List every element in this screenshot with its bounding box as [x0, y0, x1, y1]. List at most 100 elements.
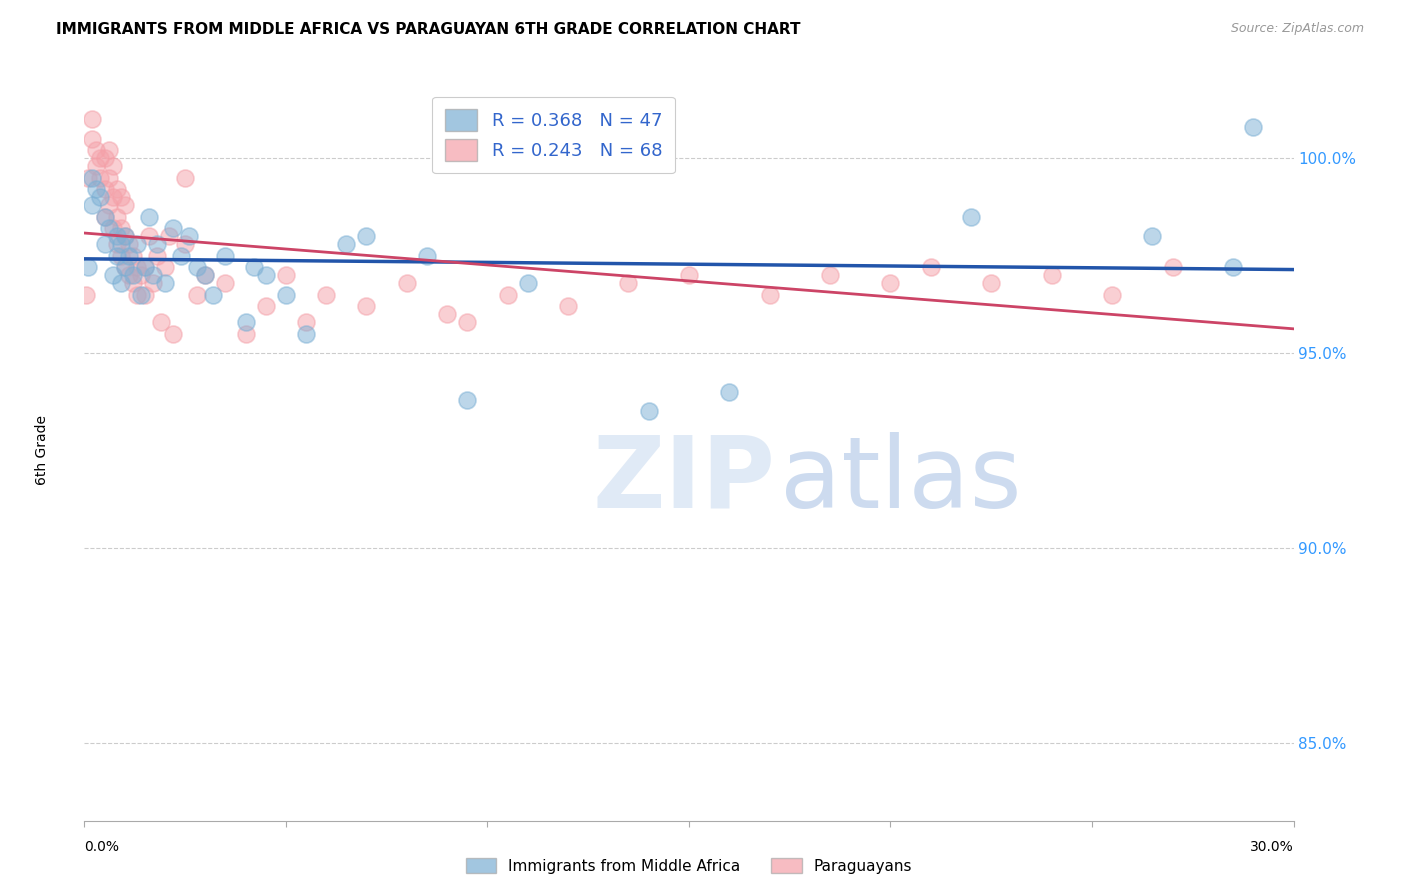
Point	[416, 249, 439, 263]
Point	[77, 260, 100, 275]
Text: atlas: atlas	[780, 432, 1021, 529]
Point	[295, 326, 318, 341]
Point	[75, 287, 97, 301]
Text: 6th Grade: 6th Grade	[35, 416, 49, 485]
Point	[920, 260, 942, 275]
Point	[110, 276, 132, 290]
Text: Source: ZipAtlas.com: Source: ZipAtlas.com	[1230, 22, 1364, 36]
Text: IMMIGRANTS FROM MIDDLE AFRICA VS PARAGUAYAN 6TH GRADE CORRELATION CHART: IMMIGRANTS FROM MIDDLE AFRICA VS PARAGUA…	[56, 22, 801, 37]
Point	[718, 384, 741, 399]
Point	[960, 210, 983, 224]
Point	[174, 170, 197, 185]
Point	[93, 182, 115, 196]
Point	[1040, 268, 1063, 282]
Point	[110, 190, 132, 204]
Point	[125, 260, 148, 275]
Point	[118, 268, 141, 282]
Point	[1161, 260, 1184, 275]
Point	[125, 287, 148, 301]
Point	[162, 221, 184, 235]
Point	[818, 268, 841, 282]
Point	[395, 276, 418, 290]
Point	[118, 249, 141, 263]
Point	[1101, 287, 1123, 301]
Point	[274, 268, 297, 282]
Point	[121, 268, 143, 282]
Text: ZIP: ZIP	[592, 432, 775, 529]
Point	[105, 182, 128, 196]
Point	[235, 326, 257, 341]
Text: 30.0%: 30.0%	[1250, 840, 1294, 855]
Point	[235, 315, 257, 329]
Point	[153, 276, 176, 290]
Point	[456, 315, 478, 329]
Point	[214, 249, 236, 263]
Point	[456, 392, 478, 407]
Point	[101, 221, 124, 235]
Point	[356, 299, 378, 313]
Point	[617, 276, 640, 290]
Point	[356, 229, 378, 244]
Point	[194, 268, 217, 282]
Point	[162, 326, 184, 341]
Point	[295, 315, 318, 329]
Point	[436, 307, 458, 321]
Point	[97, 198, 120, 212]
Point	[97, 170, 120, 185]
Point	[138, 210, 160, 224]
Point	[110, 221, 132, 235]
Legend: Immigrants from Middle Africa, Paraguayans: Immigrants from Middle Africa, Paraguaya…	[460, 852, 918, 880]
Point	[129, 268, 152, 282]
Point	[129, 287, 152, 301]
Point	[557, 299, 579, 313]
Point	[82, 170, 104, 185]
Point	[758, 287, 780, 301]
Point	[146, 236, 169, 251]
Point	[186, 287, 208, 301]
Point	[105, 249, 128, 263]
Point	[214, 276, 236, 290]
Point	[153, 260, 176, 275]
Point	[89, 190, 111, 204]
Point	[134, 260, 156, 275]
Point	[179, 229, 201, 244]
Point	[146, 249, 169, 263]
Point	[315, 287, 337, 301]
Point	[93, 210, 115, 224]
Point	[86, 159, 108, 173]
Point	[254, 299, 277, 313]
Point	[93, 151, 115, 165]
Point	[105, 236, 128, 251]
Point	[86, 182, 108, 196]
Point	[980, 276, 1002, 290]
Point	[89, 151, 111, 165]
Point	[97, 221, 120, 235]
Point	[516, 276, 538, 290]
Point	[97, 144, 120, 158]
Point	[149, 315, 172, 329]
Point	[242, 260, 264, 275]
Point	[105, 229, 128, 244]
Point	[134, 260, 156, 275]
Point	[879, 276, 901, 290]
Point	[174, 236, 197, 251]
Point	[138, 229, 160, 244]
Point	[82, 112, 104, 127]
Point	[110, 236, 132, 251]
Point	[82, 132, 104, 146]
Point	[82, 198, 104, 212]
Point	[125, 236, 148, 251]
Point	[186, 260, 208, 275]
Point	[142, 276, 165, 290]
Point	[142, 268, 165, 282]
Point	[121, 249, 143, 263]
Point	[202, 287, 225, 301]
Point	[114, 260, 136, 275]
Point	[86, 144, 108, 158]
Point	[496, 287, 519, 301]
Point	[194, 268, 217, 282]
Point	[93, 210, 115, 224]
Point	[77, 170, 100, 185]
Point	[101, 268, 124, 282]
Point	[114, 229, 136, 244]
